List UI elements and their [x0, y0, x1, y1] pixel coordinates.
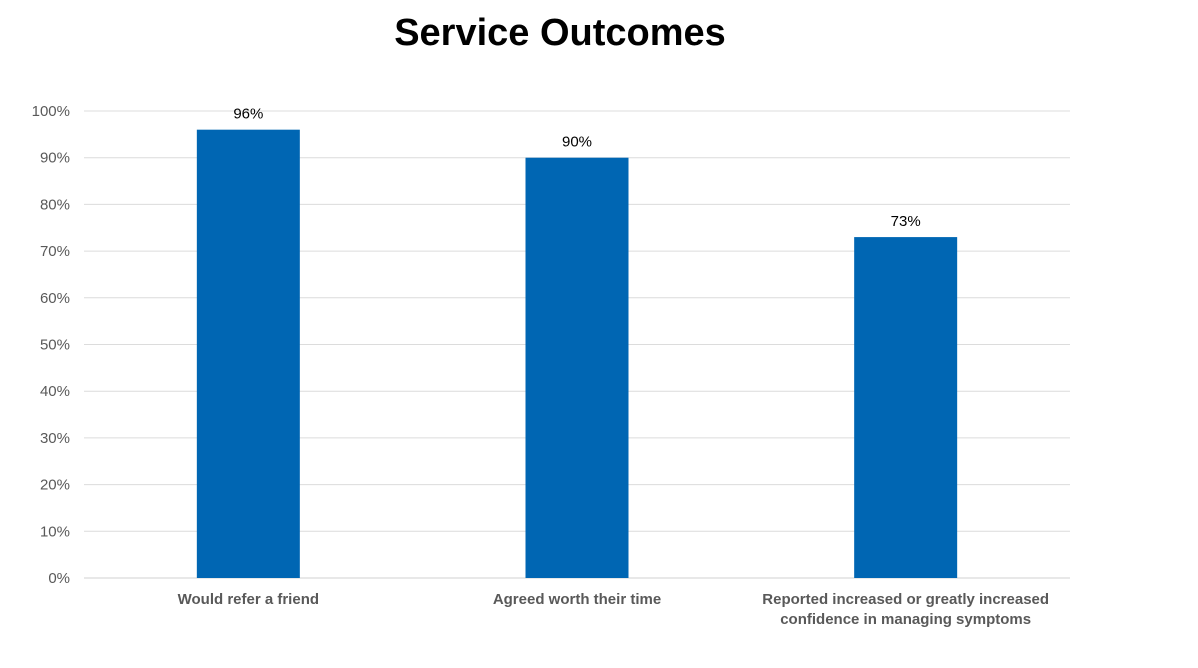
y-tick-label: 60%	[40, 290, 70, 307]
y-tick-label: 10%	[40, 523, 70, 540]
data-label: 96%	[233, 106, 263, 123]
category-label: Reported increased or greatly increased …	[762, 591, 1050, 628]
bar	[196, 129, 300, 578]
y-tick-label: 20%	[40, 477, 70, 494]
bar	[854, 237, 958, 578]
y-tick-label: 40%	[40, 383, 70, 400]
bar	[525, 157, 629, 578]
data-label: 73%	[891, 213, 921, 230]
y-tick-label: 90%	[40, 150, 70, 167]
y-tick-label: 100%	[32, 103, 70, 120]
y-tick-label: 30%	[40, 430, 70, 447]
y-tick-label: 70%	[40, 243, 70, 260]
category-label: Would refer a friend	[177, 591, 320, 608]
y-tick-label: 50%	[40, 337, 70, 354]
y-tick-label: 80%	[40, 196, 70, 213]
category-label: Agreed worth their time	[492, 591, 662, 608]
data-label: 90%	[562, 134, 592, 151]
chart-title: Service Outcomes	[394, 12, 726, 54]
y-tick-label: 0%	[48, 570, 70, 587]
